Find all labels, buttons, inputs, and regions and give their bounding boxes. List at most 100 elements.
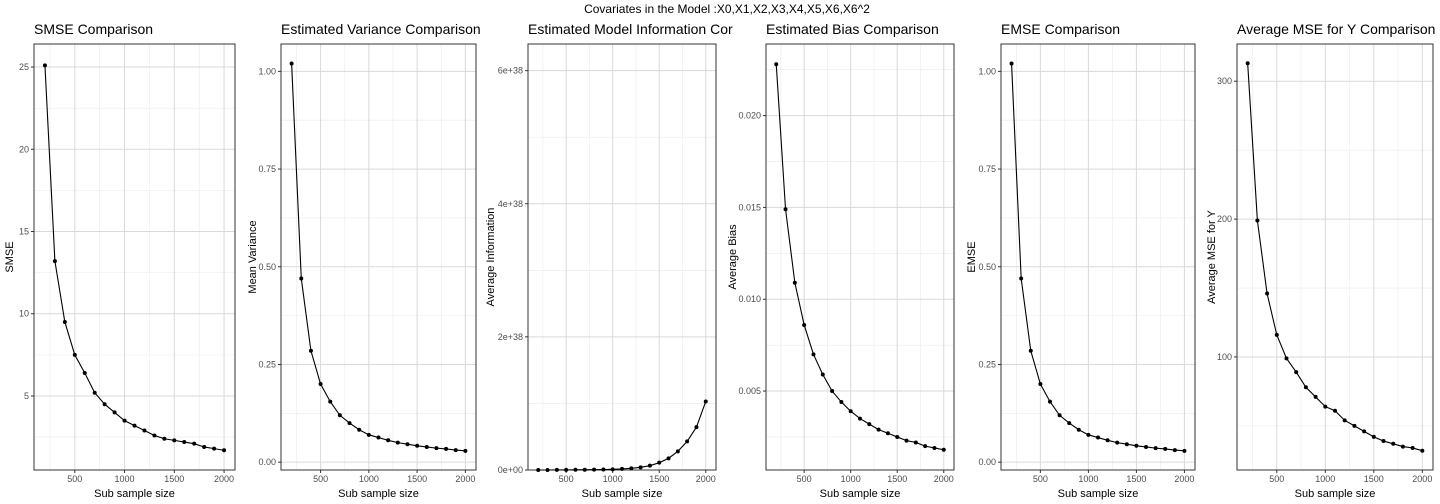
chart-panel-4: 500 1000 1500 2000 0.005 0.010 0.015 0.020 Estim… <box>727 21 955 500</box>
y-tick-label: 0.005 <box>738 386 761 396</box>
data-point <box>357 427 362 432</box>
x-tick-label: 1000 <box>1078 474 1098 484</box>
data-point <box>1303 385 1308 390</box>
x-tick-label: 500 <box>559 474 574 484</box>
data-point <box>1371 434 1376 439</box>
y-tick-label: 0.50 <box>258 262 276 272</box>
data-point <box>703 399 708 404</box>
x-tick-label: 500 <box>67 474 82 484</box>
data-point <box>299 276 304 281</box>
data-point <box>848 409 853 414</box>
data-point <box>152 433 157 438</box>
y-tick-label: 1.00 <box>978 66 996 76</box>
y-tick-label: 0.25 <box>258 359 276 369</box>
panel-title: Average MSE for Y Comparison <box>1237 21 1435 37</box>
data-point <box>444 446 449 451</box>
y-axis-title: Average MSE for Y <box>1206 209 1218 303</box>
y-tick-label: 25 <box>19 62 29 72</box>
data-point <box>1028 348 1033 353</box>
x-axis-title: Sub sample size <box>582 488 663 500</box>
y-tick-label: 15 <box>19 227 29 237</box>
plot-area <box>1237 44 1433 470</box>
data-point <box>620 466 624 471</box>
data-point <box>1067 421 1072 426</box>
x-tick-label: 2000 <box>455 474 475 484</box>
data-point <box>941 447 946 452</box>
x-tick-label: 1500 <box>887 474 907 484</box>
data-point <box>592 467 597 472</box>
plot-border <box>1000 43 1196 471</box>
data-point <box>1144 444 1149 449</box>
x-axis-title: Sub sample size <box>1058 488 1139 500</box>
data-point <box>685 439 690 444</box>
data-point <box>1381 439 1386 444</box>
plot-border <box>33 43 236 471</box>
data-point <box>386 438 391 443</box>
plot-area <box>1001 44 1195 470</box>
plot-border <box>280 43 477 471</box>
data-point <box>830 389 835 394</box>
data-point <box>536 468 541 472</box>
data-point <box>405 442 410 447</box>
x-tick-label: 2000 <box>1412 474 1432 484</box>
data-point <box>1284 356 1289 361</box>
y-axis-title: Mean Variance <box>247 220 259 293</box>
y-tick-label: 4e+38 <box>498 199 523 209</box>
x-tick-label: 1500 <box>407 474 427 484</box>
data-point <box>1047 399 1052 404</box>
x-tick-label: 500 <box>1269 474 1284 484</box>
data-point <box>122 418 127 423</box>
y-tick-label: 6e+38 <box>498 66 523 76</box>
data-point <box>895 434 900 439</box>
data-point <box>289 61 294 66</box>
x-tick-label: 1000 <box>603 474 623 484</box>
plot-border <box>1236 43 1434 471</box>
data-point <box>142 428 147 433</box>
x-tick-label: 2000 <box>696 474 716 484</box>
y-tick-label: 0.020 <box>738 111 761 121</box>
data-point <box>328 399 333 404</box>
y-axis-title: SMSE <box>4 241 16 272</box>
x-axis-title: Sub sample size <box>94 488 175 500</box>
data-point <box>629 466 634 471</box>
data-point <box>666 456 671 461</box>
chart-panel-3: 500 1000 1500 2000 0e+00 2e+38 4e+38 6e+38 Estim… <box>485 21 733 500</box>
data-point <box>885 431 890 436</box>
data-point <box>820 372 825 377</box>
data-point <box>1124 442 1129 447</box>
data-point <box>1115 440 1120 445</box>
chart-panel-6: 500 1000 1500 2000 100 200 300 Average MSE for … <box>1206 21 1435 500</box>
data-point <box>72 352 77 357</box>
y-tick-label: 1.00 <box>258 66 276 76</box>
data-point <box>1182 448 1187 453</box>
data-point <box>202 444 207 449</box>
y-tick-label: 10 <box>19 309 29 319</box>
x-axis-title: Sub sample size <box>338 488 419 500</box>
data-point <box>112 410 117 415</box>
data-point <box>582 467 587 472</box>
data-point <box>1313 394 1318 399</box>
data-point <box>792 280 797 285</box>
y-tick-label: 0.25 <box>978 359 996 369</box>
data-point <box>1019 276 1024 281</box>
data-point <box>573 467 578 472</box>
data-point <box>675 449 680 454</box>
data-point <box>192 441 197 446</box>
data-point <box>318 382 323 387</box>
data-point <box>1038 382 1043 387</box>
data-point <box>415 443 420 448</box>
x-axis-title: Sub sample size <box>820 488 901 500</box>
chart-panel-2: 500 1000 1500 2000 0.00 0.25 0.50 0.75 1.00 Estim… <box>247 21 481 500</box>
data-point <box>647 463 652 468</box>
y-tick-label: 5 <box>24 391 29 401</box>
y-axis-title: Average Information <box>485 208 497 307</box>
data-point <box>858 416 862 421</box>
panel-title: Estimated Bias Comparison <box>766 21 939 37</box>
x-tick-label: 2000 <box>214 474 234 484</box>
data-point <box>876 427 881 432</box>
data-point <box>867 422 872 427</box>
data-point <box>222 448 227 453</box>
data-point <box>82 370 87 375</box>
data-point <box>564 467 569 472</box>
